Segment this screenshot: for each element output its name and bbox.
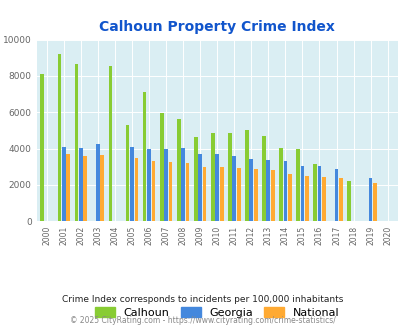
Text: © 2025 CityRating.com - https://www.cityrating.com/crime-statistics/: © 2025 CityRating.com - https://www.city… bbox=[70, 316, 335, 325]
Bar bbox=[287, 174, 291, 221]
Bar bbox=[164, 148, 168, 221]
Bar bbox=[177, 118, 180, 221]
Bar bbox=[283, 161, 287, 221]
Bar bbox=[321, 177, 325, 221]
Legend: Calhoun, Georgia, National: Calhoun, Georgia, National bbox=[90, 303, 343, 322]
Bar bbox=[151, 161, 155, 221]
Bar bbox=[300, 166, 304, 221]
Bar bbox=[227, 133, 231, 221]
Bar bbox=[168, 162, 172, 221]
Bar bbox=[100, 155, 104, 221]
Bar bbox=[346, 181, 350, 221]
Bar bbox=[83, 156, 87, 221]
Bar bbox=[334, 169, 337, 221]
Bar bbox=[304, 176, 308, 221]
Bar bbox=[143, 92, 146, 221]
Bar bbox=[261, 136, 265, 221]
Bar bbox=[198, 154, 202, 221]
Bar bbox=[130, 147, 134, 221]
Bar bbox=[368, 179, 371, 221]
Bar bbox=[185, 163, 189, 221]
Bar bbox=[244, 130, 248, 221]
Bar bbox=[338, 178, 342, 221]
Bar bbox=[40, 74, 44, 221]
Bar bbox=[249, 159, 253, 221]
Bar bbox=[58, 54, 61, 221]
Bar bbox=[215, 154, 219, 221]
Bar bbox=[312, 164, 316, 221]
Bar bbox=[210, 133, 214, 221]
Bar bbox=[193, 137, 197, 221]
Bar bbox=[62, 147, 66, 221]
Bar bbox=[181, 148, 185, 221]
Bar bbox=[219, 167, 223, 221]
Bar bbox=[147, 149, 151, 221]
Bar bbox=[232, 156, 236, 221]
Bar bbox=[253, 169, 257, 221]
Bar bbox=[317, 166, 321, 221]
Bar bbox=[109, 66, 112, 221]
Bar bbox=[266, 160, 270, 221]
Text: Crime Index corresponds to incidents per 100,000 inhabitants: Crime Index corresponds to incidents per… bbox=[62, 295, 343, 304]
Bar bbox=[236, 168, 240, 221]
Title: Calhoun Property Crime Index: Calhoun Property Crime Index bbox=[99, 20, 334, 34]
Bar bbox=[126, 125, 129, 221]
Bar bbox=[270, 170, 274, 221]
Bar bbox=[278, 148, 282, 221]
Bar bbox=[75, 64, 78, 221]
Bar bbox=[134, 158, 138, 221]
Bar bbox=[202, 167, 206, 221]
Bar bbox=[160, 113, 163, 221]
Bar bbox=[66, 154, 70, 221]
Bar bbox=[96, 144, 100, 221]
Bar bbox=[372, 183, 376, 221]
Bar bbox=[79, 148, 83, 221]
Bar bbox=[295, 149, 299, 221]
